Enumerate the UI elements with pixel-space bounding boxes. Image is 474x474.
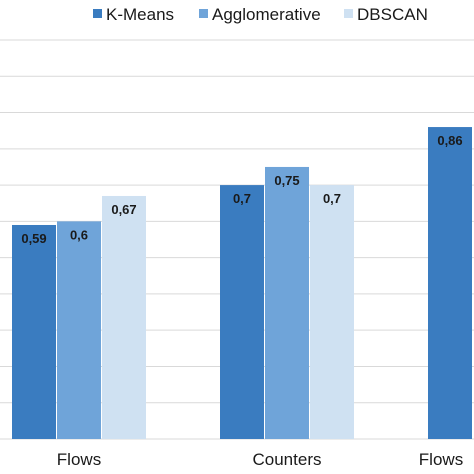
legend: K-Means Agglomerative DBSCAN — [93, 5, 428, 24]
legend-label: Agglomerative — [212, 5, 321, 24]
x-tick-label: Flows — [57, 450, 101, 469]
data-label: 0,75 — [274, 173, 299, 188]
data-label: 0,86 — [437, 133, 462, 148]
data-label: 0,67 — [111, 202, 136, 217]
data-label: 0,7 — [233, 191, 251, 206]
bar-k-means — [428, 127, 472, 440]
bar-dbscan — [102, 195, 146, 439]
data-label: 0,59 — [21, 231, 46, 246]
data-label: 0,6 — [70, 227, 88, 242]
bars — [12, 127, 472, 440]
data-label: 0,7 — [323, 191, 341, 206]
bar-k-means — [12, 224, 56, 439]
x-tick-label: Flows — [419, 450, 463, 469]
legend-swatch — [199, 9, 208, 18]
legend-swatch — [344, 9, 353, 18]
bar-agglomerative — [57, 221, 101, 439]
bar-agglomerative — [265, 166, 309, 440]
x-tick-labels: Flows Counters Flows — [57, 450, 463, 469]
x-tick-label: Counters — [253, 450, 322, 469]
legend-label: DBSCAN — [357, 5, 428, 24]
bar-k-means — [220, 185, 264, 439]
legend-swatch — [93, 9, 102, 18]
value-labels: 0,59 0,7 0,86 0,6 0,75 0,67 0,7 — [21, 133, 462, 246]
bar-dbscan — [310, 185, 354, 439]
legend-label: K-Means — [106, 5, 174, 24]
